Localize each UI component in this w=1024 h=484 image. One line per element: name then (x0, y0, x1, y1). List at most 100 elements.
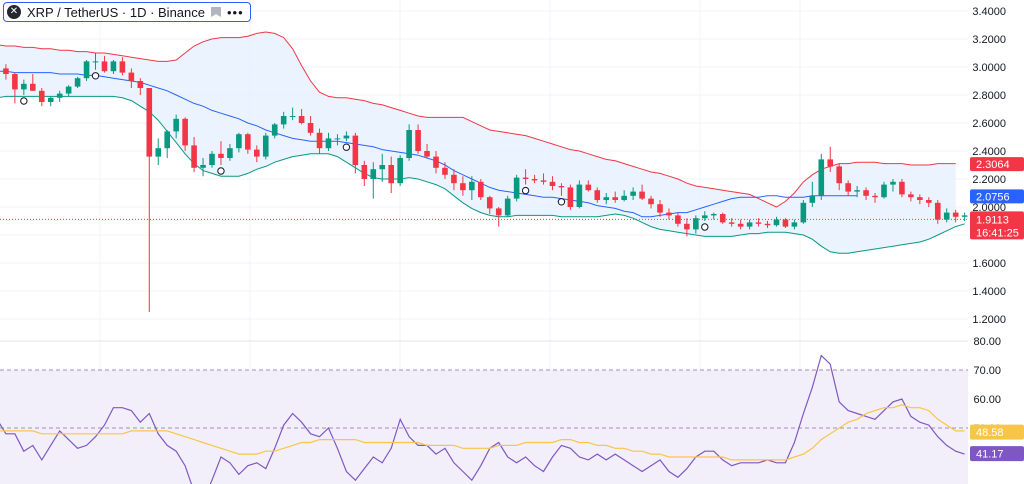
candle (943, 208, 950, 223)
candle (863, 187, 869, 200)
rsi-ma-line (0, 404, 965, 461)
candle-body (442, 167, 448, 175)
candle-body (800, 202, 807, 223)
candle-body (164, 131, 170, 149)
candle (254, 145, 260, 163)
candle-body (773, 219, 780, 226)
candle (773, 216, 780, 227)
price-axis[interactable]: 3.4000 3.2000 3.0000 2.8000 2.6000 2.4000 2.20… (968, 0, 1024, 484)
rsi-tag-1: 41.17 (976, 449, 1004, 461)
candle-body (343, 135, 350, 139)
candle-body (182, 118, 188, 146)
candle-body (47, 97, 54, 102)
candle-body (881, 184, 887, 198)
candle (693, 215, 699, 234)
candle-body (549, 181, 556, 186)
candle-body (289, 116, 296, 117)
candle (621, 190, 627, 202)
price-tick-label: 2.8000 (972, 90, 1006, 102)
rsi-line (0, 354, 965, 484)
candle-body (648, 198, 654, 205)
candle-body (406, 130, 412, 158)
candle (675, 212, 681, 227)
price-tick-label: 3.0000 (972, 62, 1006, 74)
price-tick-label: 3.2000 (972, 34, 1006, 46)
candle-body (621, 195, 627, 200)
candle (854, 186, 860, 198)
candle-body (728, 222, 735, 224)
candle (513, 174, 520, 202)
flag-icon[interactable] (211, 7, 221, 17)
candle (648, 195, 654, 209)
candle-body (943, 212, 950, 220)
event-marker-icon (557, 198, 566, 206)
candle-body (388, 165, 394, 184)
candle-body (74, 78, 81, 87)
candle-body (522, 177, 529, 179)
candle (603, 193, 610, 205)
candle-body (961, 215, 968, 217)
candle (666, 208, 672, 220)
candle-body (56, 93, 63, 98)
event-marker-icon (91, 72, 100, 80)
candle-body (397, 158, 403, 184)
candle-body (262, 135, 269, 157)
candle-body (872, 195, 878, 198)
candle-body (478, 181, 484, 198)
candle (316, 128, 323, 154)
candle (890, 179, 896, 192)
candle-body (558, 186, 565, 188)
candle (56, 90, 63, 102)
candle-body (639, 191, 645, 199)
candle (155, 138, 162, 165)
candle (469, 176, 475, 200)
candle (872, 193, 878, 203)
symbol-title[interactable]: XRP / TetherUS · 1D · Binance (27, 4, 205, 20)
event-marker-icon (217, 167, 225, 175)
price-tag-0-bg (970, 157, 1024, 172)
candle-body (567, 187, 574, 207)
candle-body (352, 135, 359, 165)
candle-body (469, 181, 475, 191)
price-tick-label: 2.4000 (972, 146, 1006, 158)
candle-body (65, 86, 72, 94)
candle (65, 85, 72, 97)
candle (101, 55, 108, 73)
candle-body (486, 197, 493, 209)
candle-body (926, 200, 932, 203)
candle (379, 153, 386, 182)
candle-body (424, 151, 430, 157)
candle (191, 137, 197, 172)
rsi-tag-0: 48.58 (976, 427, 1004, 439)
candle-body (917, 197, 923, 200)
candle-body (92, 61, 99, 63)
rsi-band-fill-lower (0, 428, 968, 484)
candle (818, 153, 825, 200)
candle-body (12, 74, 18, 90)
candle-body (710, 214, 717, 216)
symbol-header[interactable]: ✕ XRP / TetherUS · 1D · Binance ••• (3, 2, 251, 22)
candle-body (836, 166, 842, 184)
event-marker-icon (342, 143, 351, 151)
candle-body (361, 165, 368, 179)
candle (836, 163, 842, 191)
candle-body (818, 159, 825, 196)
candle (343, 131, 350, 142)
more-options-icon[interactable]: ••• (227, 4, 244, 20)
candle-body (271, 124, 278, 136)
price-tick-label: 1.2000 (972, 314, 1006, 326)
candle (522, 169, 529, 185)
candle (128, 68, 135, 88)
candle (110, 60, 117, 74)
rsi-tick-label: 80.00 (973, 336, 1001, 348)
candle (164, 130, 170, 158)
price-tag-1: 2.0756 (976, 191, 1010, 203)
candle-body (755, 222, 762, 224)
xrp-logo-icon: ✕ (7, 5, 21, 19)
candle (728, 218, 735, 227)
candle (827, 146, 834, 172)
candle (236, 132, 242, 153)
candle (209, 151, 215, 168)
candle-body (209, 153, 215, 165)
